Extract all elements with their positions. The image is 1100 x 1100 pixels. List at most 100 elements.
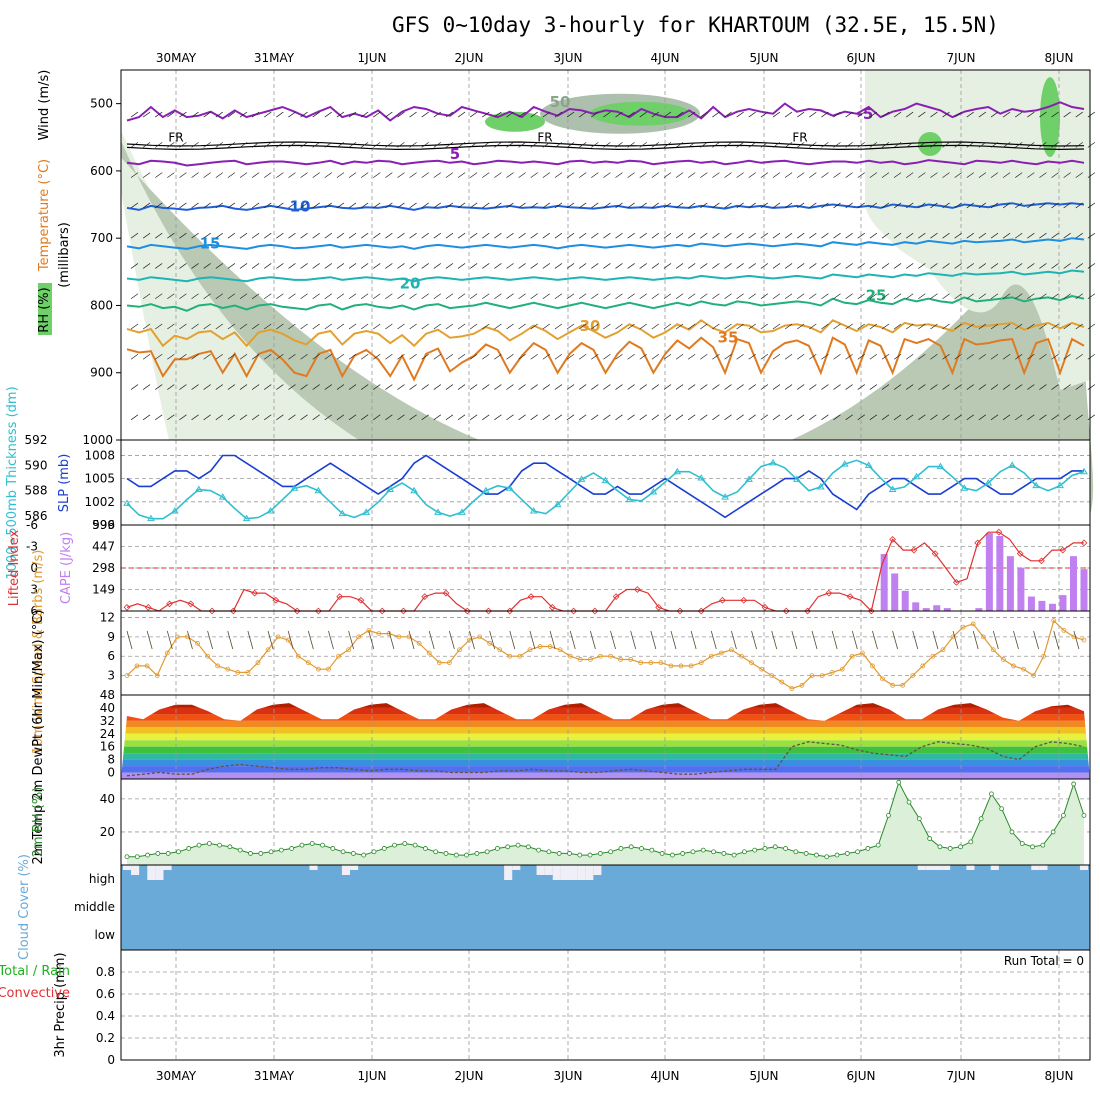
wind-point bbox=[396, 634, 402, 640]
cloud-high-gap bbox=[512, 865, 521, 870]
wind-barb bbox=[687, 232, 696, 239]
cape-bar bbox=[1059, 595, 1067, 611]
wind-barb bbox=[360, 142, 369, 148]
wind-barb bbox=[445, 142, 454, 148]
wind-barb bbox=[482, 353, 490, 360]
wind-barb bbox=[809, 323, 817, 330]
wind-barb bbox=[724, 172, 732, 178]
wind-barb bbox=[736, 414, 744, 421]
wind-point bbox=[779, 679, 785, 685]
wind-point bbox=[648, 660, 654, 666]
wind-barb bbox=[796, 202, 805, 209]
wind-barb bbox=[918, 172, 926, 178]
wind-barb bbox=[336, 414, 345, 421]
wind-barb bbox=[251, 232, 260, 239]
temp-band bbox=[121, 740, 1090, 747]
wind-barb bbox=[409, 202, 417, 209]
wind-barb bbox=[930, 293, 938, 300]
surface-wind-barb bbox=[912, 630, 919, 650]
contour-label: 10 bbox=[290, 197, 311, 215]
rh-point bbox=[721, 851, 727, 856]
temp-tick-label: 32 bbox=[100, 714, 115, 728]
wind-barb bbox=[615, 172, 623, 178]
wind-barb bbox=[348, 293, 357, 300]
wind-barb bbox=[760, 353, 769, 360]
wind-point bbox=[285, 637, 291, 643]
wind-barb bbox=[833, 353, 841, 360]
wind-barb bbox=[530, 263, 538, 269]
wind-barb bbox=[469, 323, 478, 330]
contour-label: 50 bbox=[550, 93, 571, 111]
wind-point bbox=[829, 669, 835, 675]
wind-barb bbox=[1039, 263, 1047, 269]
wind-point bbox=[628, 657, 634, 662]
wind-barb bbox=[385, 263, 393, 269]
wind-barb bbox=[918, 353, 926, 360]
cloud-high-gap bbox=[155, 865, 164, 880]
wind-barb bbox=[203, 384, 211, 390]
thickness-point bbox=[314, 486, 323, 494]
wind-barb bbox=[336, 142, 345, 148]
precip-panel-frame bbox=[120, 949, 1091, 1061]
wind-barb bbox=[869, 353, 878, 360]
wind-barb bbox=[869, 111, 878, 118]
li-tick-label: -6 bbox=[26, 518, 38, 532]
wind-barb bbox=[518, 323, 526, 330]
rh-point bbox=[495, 846, 500, 851]
thickness-point bbox=[553, 500, 562, 508]
thickness-point bbox=[745, 475, 753, 482]
wind-barb bbox=[1075, 353, 1083, 360]
surface-wind-barb bbox=[368, 630, 375, 650]
thickness-point bbox=[362, 508, 371, 515]
wind-point bbox=[900, 682, 906, 688]
wind-barb bbox=[639, 263, 647, 269]
wind-barb bbox=[433, 384, 442, 390]
wind-barb bbox=[179, 172, 187, 178]
wind-barb bbox=[772, 323, 781, 330]
wind-barb bbox=[918, 293, 926, 300]
cape-bar bbox=[1069, 556, 1077, 611]
wind-barb bbox=[1002, 111, 1011, 118]
wind-point bbox=[567, 653, 573, 659]
thickness-point bbox=[577, 475, 586, 482]
wind-barb bbox=[264, 202, 272, 209]
wind-barb bbox=[1051, 353, 1059, 360]
x-top-label: 7JUN bbox=[947, 51, 976, 65]
thickness-point bbox=[769, 458, 777, 466]
wind-barb bbox=[300, 111, 308, 118]
surface-wind-barb bbox=[448, 630, 455, 650]
wind-barb bbox=[796, 263, 805, 269]
x-top-label: 1JUN bbox=[358, 51, 387, 65]
wind-barb bbox=[130, 384, 139, 390]
wind-barb bbox=[142, 293, 151, 300]
wind-barb bbox=[809, 232, 817, 239]
wind-barb bbox=[687, 172, 696, 178]
temp-tick-label: 8 bbox=[107, 753, 115, 767]
wind-barb bbox=[336, 353, 345, 360]
wind-barb bbox=[288, 263, 296, 269]
wind-barb bbox=[821, 202, 829, 209]
wind-point bbox=[336, 653, 341, 659]
wind-barb bbox=[1039, 232, 1047, 239]
lifted-index-point bbox=[910, 546, 918, 554]
surface-wind-barb bbox=[388, 630, 395, 650]
wind-barb bbox=[966, 353, 974, 360]
wind-barb bbox=[312, 293, 320, 300]
lifted-index-point bbox=[931, 550, 939, 558]
wind-barb bbox=[833, 232, 841, 239]
wind-barb bbox=[203, 172, 211, 178]
wind-barb bbox=[421, 323, 429, 330]
rh-point bbox=[278, 847, 284, 853]
freezing-level-label: FR bbox=[792, 130, 807, 144]
rh-shade-green bbox=[1040, 77, 1060, 158]
x-top-label: 8JUN bbox=[1045, 51, 1074, 65]
wind-barb bbox=[687, 323, 696, 330]
thickness-point bbox=[984, 479, 993, 486]
wind-barb bbox=[869, 232, 878, 239]
wind-barb bbox=[264, 384, 272, 390]
rh-point bbox=[680, 851, 686, 856]
wind-point bbox=[195, 640, 200, 646]
temp-tick-label: 48 bbox=[100, 688, 115, 702]
wind-barb bbox=[288, 353, 296, 360]
wind-barb bbox=[360, 323, 369, 330]
